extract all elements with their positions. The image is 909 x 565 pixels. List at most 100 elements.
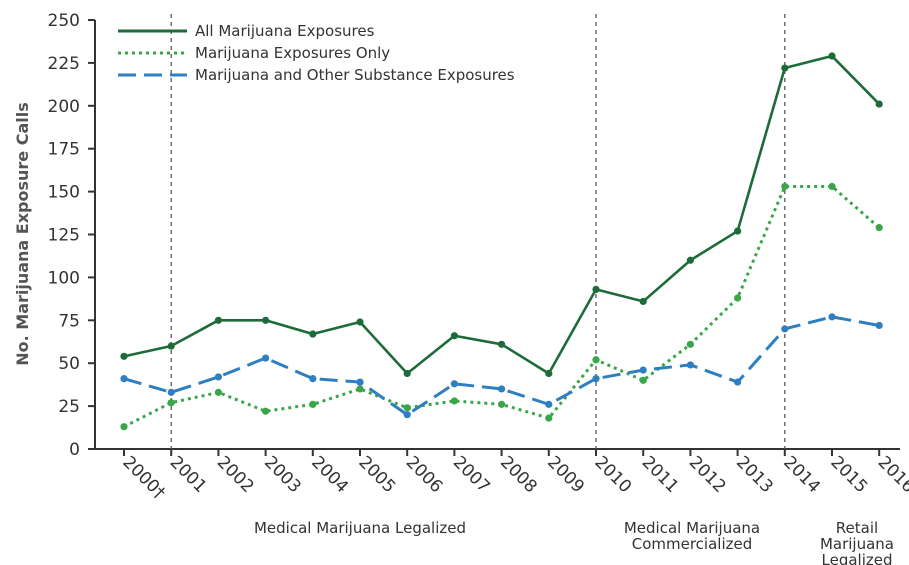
data-point	[262, 407, 270, 415]
data-point	[686, 361, 695, 369]
x-tick-label: 2015	[826, 452, 871, 497]
data-point	[875, 321, 883, 330]
y-tick-label: 250	[48, 11, 80, 31]
data-point	[781, 64, 789, 72]
data-point	[875, 100, 883, 108]
event-annotation: Medical Marijuana Legalized	[254, 519, 466, 537]
data-point	[639, 297, 647, 306]
data-point	[686, 256, 695, 264]
x-tick-label: 2011	[638, 452, 683, 497]
data-point	[309, 375, 317, 383]
data-point	[734, 227, 742, 235]
y-tick-label: 100	[48, 268, 80, 288]
series-line	[123, 184, 881, 429]
data-point	[734, 294, 742, 302]
data-point	[686, 340, 695, 348]
x-tick-label: 2004	[307, 452, 352, 497]
data-point	[545, 369, 553, 378]
data-point	[450, 380, 458, 388]
series-0	[120, 52, 883, 378]
data-point	[592, 356, 600, 364]
data-point	[450, 332, 458, 340]
x-tick-label: 2010	[590, 452, 635, 497]
y-tick-label: 125	[48, 226, 80, 246]
data-point	[639, 376, 647, 384]
x-ticks: 2000†2001 2002 2003 2004 2005 2006 2007 2008 200…	[118, 449, 909, 503]
y-tick-label: 200	[48, 97, 80, 117]
x-tick-label: 2012	[685, 452, 730, 497]
x-tick-label: 2013	[732, 452, 777, 497]
x-tick-label: 2000†	[118, 452, 169, 503]
data-point	[592, 285, 600, 294]
y-tick-label: 75	[58, 311, 80, 331]
data-point	[781, 325, 789, 333]
data-point	[167, 342, 175, 350]
series-lines	[120, 52, 883, 431]
data-point	[828, 313, 836, 321]
data-point	[450, 397, 458, 405]
x-tick-label: 2005	[354, 452, 399, 497]
data-point	[356, 378, 364, 386]
legend-label: Marijuana Exposures Only	[195, 44, 390, 62]
y-tick-label: 0	[69, 440, 80, 460]
series-line	[123, 54, 881, 375]
data-point	[120, 375, 128, 383]
x-tick-label: 2002	[213, 452, 258, 497]
legend-label: Marijuana and Other Substance Exposures	[195, 66, 515, 84]
data-point	[356, 385, 364, 393]
x-tick-label: 2008	[496, 452, 541, 497]
data-point	[214, 373, 222, 381]
data-point	[262, 354, 270, 362]
event-annotation: Legalized	[822, 551, 893, 565]
event-annotation: Commercialized	[632, 535, 753, 553]
x-tick-label: 2016	[874, 452, 909, 497]
data-point	[498, 340, 506, 348]
y-tick-label: 225	[48, 54, 80, 74]
data-point	[734, 378, 742, 386]
data-point	[592, 375, 600, 383]
data-point	[167, 399, 175, 407]
data-point	[498, 385, 506, 393]
y-tick-label: 25	[58, 397, 80, 417]
data-point	[639, 366, 647, 374]
y-tick-label: 150	[48, 183, 80, 203]
data-point	[309, 400, 317, 408]
legend-label: All Marijuana Exposures	[195, 22, 375, 40]
event-annotation: Retail	[836, 519, 878, 537]
series-1	[120, 182, 883, 431]
legend: All Marijuana Exposures Marijuana Exposur…	[118, 22, 515, 84]
data-point	[214, 388, 222, 396]
data-point	[545, 400, 553, 408]
x-tick-label: 2001	[166, 452, 211, 497]
data-point	[545, 414, 553, 422]
data-point	[498, 400, 506, 408]
data-point	[356, 318, 364, 326]
data-point	[120, 352, 128, 360]
y-tick-label: 50	[58, 354, 80, 374]
data-point	[875, 224, 883, 232]
data-point	[828, 52, 836, 60]
y-axis-title: No. Marijuana Exposure Calls	[13, 102, 32, 366]
data-point	[167, 388, 175, 396]
data-point	[403, 369, 411, 378]
y-ticks: 0 25 50 75 100 125 150 175 200 225 250	[48, 11, 95, 460]
event-annotation: Marijuana	[820, 535, 894, 553]
data-point	[120, 423, 128, 431]
x-tick-label: 2006	[402, 452, 447, 497]
x-tick-label: 2007	[449, 452, 494, 497]
event-lines: Medical Marijuana Legalized Medical Marij…	[170, 14, 894, 565]
series-line	[123, 315, 880, 417]
data-point	[828, 182, 836, 191]
data-point	[781, 182, 789, 191]
y-tick-label: 175	[48, 140, 80, 160]
x-tick-label: 2009	[543, 452, 588, 497]
data-point	[309, 330, 317, 338]
data-point	[214, 316, 222, 324]
data-point	[403, 411, 411, 419]
x-tick-label: 2014	[779, 452, 824, 497]
data-point	[262, 316, 270, 324]
series-2	[120, 313, 883, 419]
x-tick-label: 2003	[260, 452, 305, 497]
data-point	[403, 404, 411, 412]
